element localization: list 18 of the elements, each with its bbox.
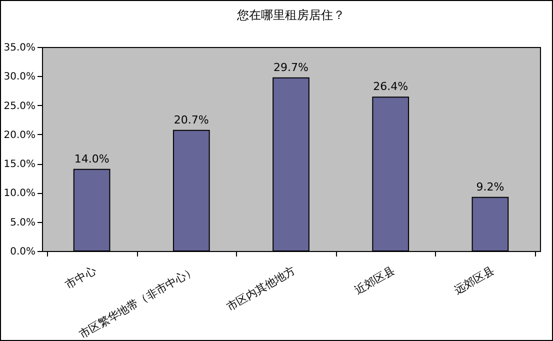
x-tick-label: 近郊区县 <box>352 264 398 297</box>
x-tick-label: 市区内其他地方 <box>224 264 298 314</box>
x-tick-label: 远郊区县 <box>452 264 497 297</box>
y-tick-label: 15.0% <box>4 159 36 170</box>
data-label: 14.0% <box>74 152 110 166</box>
y-tick-label: 0.0% <box>10 246 36 258</box>
y-tick-label: 35.0% <box>4 42 36 54</box>
y-tick-label: 5.0% <box>10 217 36 228</box>
data-label: 26.4% <box>373 80 408 94</box>
y-tick-label: 25.0% <box>4 100 36 112</box>
chart-title: 您在哪里租房居住？ <box>236 8 345 22</box>
y-tick-label: 30.0% <box>4 72 36 83</box>
data-label: 20.7% <box>174 113 209 126</box>
x-tick-label: 市中心 <box>63 264 98 292</box>
data-label: 29.7% <box>274 60 308 74</box>
y-tick-label: 20.0% <box>4 130 36 141</box>
data-label: 9.2% <box>476 180 504 194</box>
y-tick-label: 10.0% <box>4 188 36 200</box>
